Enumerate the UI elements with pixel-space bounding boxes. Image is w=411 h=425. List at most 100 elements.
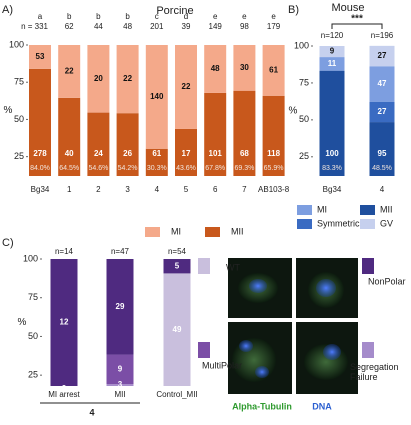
n-label: n = 331 — [21, 22, 48, 31]
bar-segment — [204, 92, 227, 176]
value-label: 43.6% — [176, 165, 196, 172]
n-label: 201 — [150, 22, 164, 31]
count-label: 61 — [269, 65, 278, 74]
panel-label: B) — [288, 4, 299, 16]
count-label: 95 — [378, 149, 387, 158]
legend-swatch — [297, 205, 312, 215]
legend-label: MultiPolar — [202, 360, 242, 370]
count-label: 48 — [211, 64, 220, 73]
bar-segment — [106, 354, 134, 385]
significance-letter: e — [213, 12, 218, 21]
count-label: 22 — [65, 67, 74, 76]
x-tick-label: AB103-8 — [258, 185, 290, 194]
bar-segment — [369, 45, 395, 67]
y-axis-label: % — [4, 105, 13, 116]
legend-label: GV — [380, 218, 393, 228]
y-tick-label: 50 — [299, 114, 309, 124]
count-label: 9 — [118, 364, 123, 373]
count-label: 61 — [152, 149, 161, 158]
x-tick-label: 6 — [213, 185, 218, 194]
count-label: 101 — [209, 149, 223, 158]
bar-segment — [262, 45, 285, 96]
legend-label: WT — [226, 262, 240, 272]
x-tick-label: Bg34 — [323, 185, 342, 194]
dna-spot — [316, 279, 336, 297]
bar-segment — [106, 384, 134, 386]
value-label: 69.3% — [234, 165, 254, 172]
count-label: 17 — [182, 149, 191, 158]
count-label: 47 — [378, 79, 387, 88]
bar-segment — [369, 66, 395, 102]
legend-swatch — [362, 342, 374, 358]
legend-label: MI — [171, 226, 181, 236]
legend-swatch — [360, 219, 375, 229]
count-label: 68 — [240, 149, 249, 158]
y-tick-label: 50 — [28, 331, 38, 341]
n-label: 48 — [123, 22, 132, 31]
x-tick-label: 2 — [96, 185, 101, 194]
value-label: 67.8% — [205, 165, 225, 172]
dna-spot — [323, 344, 341, 360]
count-label: 24 — [94, 149, 103, 158]
legend-swatch — [198, 258, 210, 274]
x-tick-label: 1 — [67, 185, 72, 194]
legend-swatch — [145, 227, 160, 237]
bar-segment — [262, 95, 285, 176]
value-label: 30.3% — [147, 165, 167, 172]
count-label: 22 — [182, 82, 191, 91]
legend-swatch — [198, 342, 210, 358]
n-label: 179 — [267, 22, 281, 31]
significance-letter: b — [96, 12, 101, 21]
n-label: n=47 — [111, 247, 130, 256]
bars — [319, 45, 395, 176]
bars — [50, 259, 191, 386]
bar-segment — [116, 45, 139, 114]
legend-label: MII — [380, 204, 393, 214]
count-label: 11 — [328, 59, 337, 68]
y-tick-label: 75 — [28, 292, 38, 302]
value-label: 64.5% — [59, 165, 79, 172]
bars — [29, 45, 285, 176]
significance-letter: d — [184, 12, 188, 21]
count-label: 20 — [94, 74, 103, 83]
bar-segment — [163, 259, 191, 274]
x-tick-label: 4 — [380, 185, 385, 194]
bar-segment — [87, 45, 110, 113]
x-tick-label: 5 — [184, 185, 189, 194]
count-label: 278 — [33, 149, 47, 158]
micrographs — [228, 258, 358, 394]
bar-segment — [233, 45, 256, 91]
dna-spot — [255, 366, 269, 378]
count-label: 27 — [378, 51, 387, 60]
count-label: 6 — [118, 385, 123, 394]
bar-segment — [319, 46, 345, 58]
legend-label-box: Segregation Failure — [350, 362, 399, 382]
x-tick-label: Bg34 — [31, 185, 50, 194]
x-tick-label: MII — [114, 390, 125, 399]
x-tick-label: Control_MII — [156, 390, 197, 399]
legend-label: Symmetric — [317, 218, 360, 228]
bar-segment — [145, 148, 168, 176]
n-label: 98 — [240, 22, 249, 31]
count-label: 12 — [60, 318, 69, 327]
count-label: 53 — [36, 52, 45, 61]
bar-segment — [50, 259, 78, 386]
n-label: 39 — [182, 22, 191, 31]
bar-segment — [175, 45, 197, 129]
x-tick-label: 7 — [242, 185, 247, 194]
bar-segment — [106, 259, 134, 355]
bar-segment — [369, 122, 395, 176]
bar-segment — [29, 45, 51, 69]
count-label: 140 — [150, 92, 164, 101]
y-tick-label: 25 — [28, 370, 38, 380]
y-tick-label: 100 — [23, 253, 38, 263]
n-label: 62 — [65, 22, 74, 31]
dna-spot — [249, 279, 267, 293]
bar-segment — [319, 70, 345, 176]
significance-letter: b — [67, 12, 72, 21]
bar-segment — [58, 45, 81, 98]
significance-letter: e — [242, 12, 247, 21]
n-label: 149 — [209, 22, 223, 31]
significance-letter: b — [125, 12, 130, 21]
